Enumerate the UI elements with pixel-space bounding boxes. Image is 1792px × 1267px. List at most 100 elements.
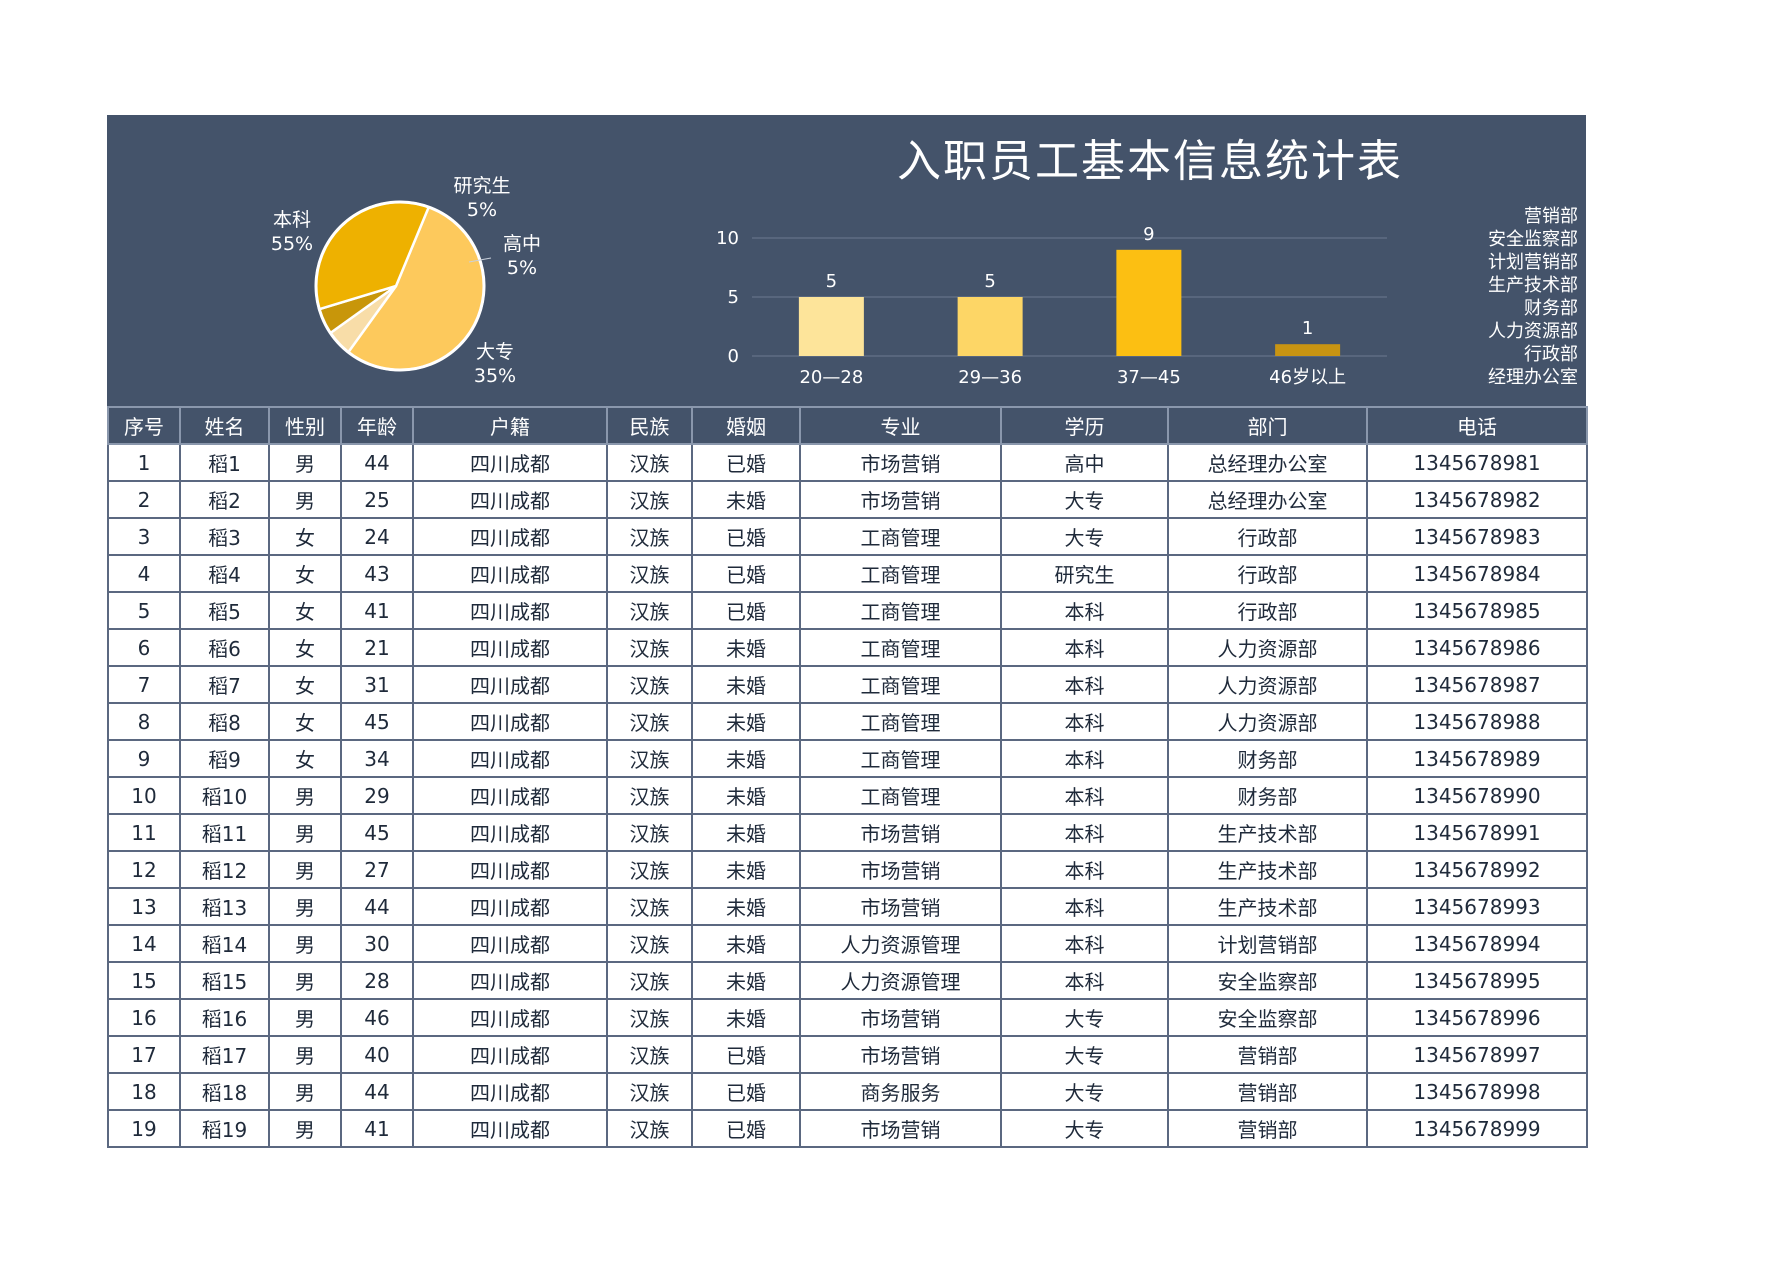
table-cell: 汉族: [606, 443, 693, 482]
table-cell: 24: [340, 517, 414, 556]
table-cell: 四川成都: [412, 665, 608, 704]
table-cell: 工商管理: [799, 665, 1002, 704]
table-cell: 稻4: [179, 554, 270, 593]
bar-value-label: 5: [826, 271, 837, 292]
table-cell: 15: [107, 961, 181, 1000]
table-cell: 43: [340, 554, 414, 593]
department-label: 计划营销部: [1488, 252, 1578, 273]
table-cell: 四川成都: [412, 1035, 608, 1074]
table-cell: 27: [340, 850, 414, 889]
table-cell: 未婚: [691, 961, 801, 1000]
table-cell: 29: [340, 776, 414, 815]
bar: [1116, 249, 1182, 356]
x-category-label: 46岁以上: [1269, 367, 1346, 388]
employee-sheet: 入职员工基本信息统计表 本科 55% 研究生 5% 高中 5% 大专 35% 0 5 10 5 20—…: [107, 115, 1588, 1148]
table-cell: 1345678988: [1366, 702, 1588, 741]
y-tick-label: 10: [716, 228, 739, 249]
table-cell: 四川成都: [412, 480, 608, 519]
table-cell: 2: [107, 480, 181, 519]
table-cell: 安全监察部: [1167, 961, 1368, 1000]
pie-label: 大专: [476, 341, 514, 363]
table-cell: 男: [268, 443, 342, 482]
table-cell: 稻5: [179, 591, 270, 630]
table-cell: 1345678997: [1366, 1035, 1588, 1074]
table-cell: 四川成都: [412, 702, 608, 741]
table-cell: 1345678990: [1366, 776, 1588, 815]
pie-label: 研究生: [453, 175, 510, 197]
table-cell: 汉族: [606, 998, 693, 1037]
table-cell: 44: [340, 887, 414, 926]
table-cell: 大专: [1000, 517, 1169, 556]
department-label: 安全监察部: [1488, 229, 1578, 250]
table-cell: 1345678995: [1366, 961, 1588, 1000]
table-cell: 1345678998: [1366, 1072, 1588, 1111]
table-cell: 已婚: [691, 1035, 801, 1074]
table-cell: 人力资源管理: [799, 961, 1002, 1000]
table-header-row: 序号 姓名 性别 年龄 户籍 民族 婚姻 专业 学历 部门 电话: [107, 406, 1588, 445]
pie-percent-label: 55%: [271, 233, 313, 255]
table-cell: 工商管理: [799, 591, 1002, 630]
table-cell: 21: [340, 628, 414, 667]
table-cell: 稻19: [179, 1109, 270, 1148]
table-cell: 女: [268, 702, 342, 741]
table-cell: 男: [268, 961, 342, 1000]
table-cell: 汉族: [606, 1072, 693, 1111]
column-header: 性别: [268, 406, 342, 445]
table-cell: 9: [107, 739, 181, 778]
table-cell: 人力资源部: [1167, 628, 1368, 667]
table-cell: 1345678999: [1366, 1109, 1588, 1148]
table-cell: 行政部: [1167, 591, 1368, 630]
table-cell: 四川成都: [412, 554, 608, 593]
sheet-title: 入职员工基本信息统计表: [897, 136, 1403, 187]
table-cell: 女: [268, 517, 342, 556]
table-cell: 汉族: [606, 591, 693, 630]
column-header: 户籍: [412, 406, 608, 445]
table-cell: 本科: [1000, 887, 1169, 926]
table-row: 12 稻12 男 27 四川成都 汉族 未婚 市场营销 本科 生产技术部 1345678992: [107, 850, 1588, 889]
table-cell: 30: [340, 924, 414, 963]
table-cell: 研究生: [1000, 554, 1169, 593]
table-cell: 汉族: [606, 480, 693, 519]
column-header: 序号: [107, 406, 181, 445]
table-row: 2 稻2 男 25 四川成都 汉族 未婚 市场营销 大专 总经理办公室 1345678982: [107, 480, 1588, 519]
header-banner: 入职员工基本信息统计表 本科 55% 研究生 5% 高中 5% 大专 35% 0 5 10 5 20—…: [107, 115, 1586, 406]
pie-percent-label: 5%: [507, 257, 537, 279]
table-cell: 14: [107, 924, 181, 963]
table-cell: 8: [107, 702, 181, 741]
table-cell: 未婚: [691, 924, 801, 963]
column-header: 姓名: [179, 406, 270, 445]
table-cell: 稻11: [179, 813, 270, 852]
table-cell: 已婚: [691, 443, 801, 482]
table-cell: 已婚: [691, 591, 801, 630]
pie-percent-label: 5%: [467, 199, 497, 221]
table-cell: 1: [107, 443, 181, 482]
table-cell: 市场营销: [799, 480, 1002, 519]
table-cell: 人力资源部: [1167, 665, 1368, 704]
table-cell: 未婚: [691, 998, 801, 1037]
table-cell: 未婚: [691, 628, 801, 667]
table-cell: 本科: [1000, 961, 1169, 1000]
table-cell: 本科: [1000, 850, 1169, 889]
table-cell: 生产技术部: [1167, 850, 1368, 889]
table-cell: 未婚: [691, 776, 801, 815]
department-label: 总经理办公室: [1487, 367, 1578, 388]
table-cell: 营销部: [1167, 1072, 1368, 1111]
table-cell: 本科: [1000, 628, 1169, 667]
bar: [957, 297, 1023, 356]
bar-value-label: 9: [1143, 224, 1154, 245]
table-row: 10 稻10 男 29 四川成都 汉族 未婚 工商管理 本科 财务部 1345678990: [107, 776, 1588, 815]
department-label: 行政部: [1524, 344, 1578, 365]
table-cell: 汉族: [606, 702, 693, 741]
table-cell: 行政部: [1167, 517, 1368, 556]
age-bar-chart: 0 5 10 5 20—28 5 29—36 9 37—45 1 46岁以上: [716, 224, 1387, 388]
table-cell: 汉族: [606, 961, 693, 1000]
x-category-label: 37—45: [1117, 367, 1181, 388]
table-row: 8 稻8 女 45 四川成都 汉族 未婚 工商管理 本科 人力资源部 1345678988: [107, 702, 1588, 741]
y-tick-label: 5: [728, 287, 739, 308]
table-cell: 18: [107, 1072, 181, 1111]
table-cell: 计划营销部: [1167, 924, 1368, 963]
table-cell: 已婚: [691, 554, 801, 593]
table-cell: 男: [268, 1072, 342, 1111]
table-cell: 未婚: [691, 850, 801, 889]
